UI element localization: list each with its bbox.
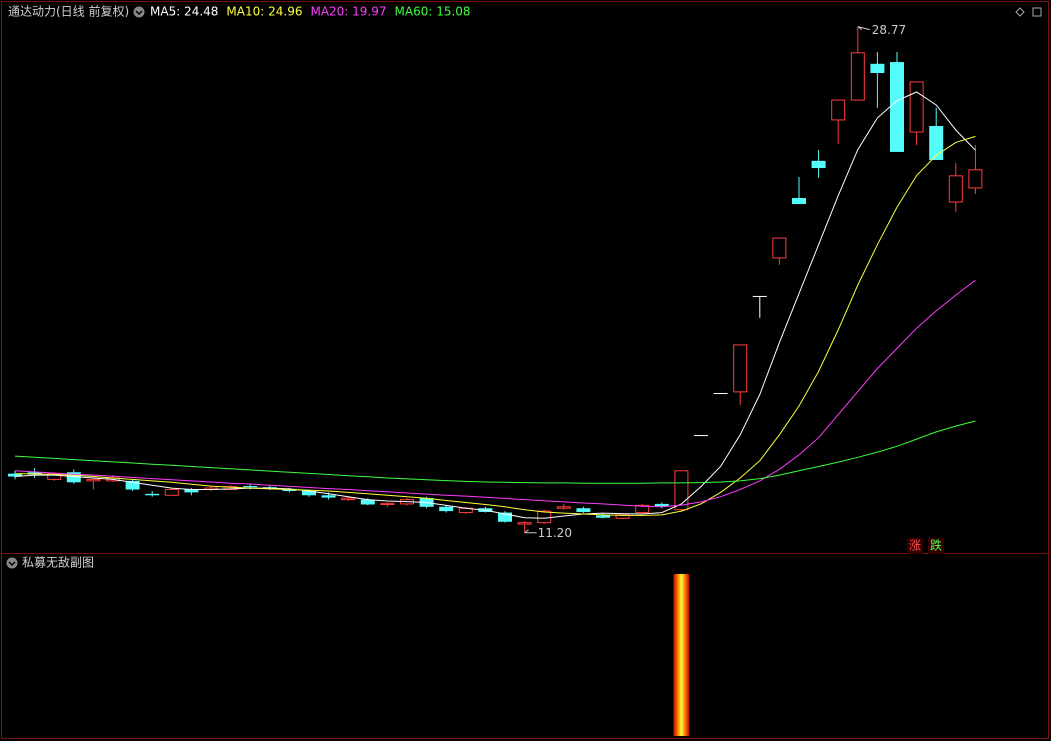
ma-line [15, 135, 976, 516]
toggle-label: 涨 [909, 538, 921, 553]
toggle-button[interactable] [928, 538, 944, 554]
menu-chevron [135, 10, 143, 16]
candle-body [86, 478, 101, 482]
signal-bar [673, 574, 690, 736]
candle-body [909, 81, 924, 133]
candle-body [694, 435, 708, 437]
ma-line [14, 420, 976, 484]
sub-menu-chevron [8, 561, 16, 567]
legend-entry: MA5: 24.48 [150, 5, 218, 19]
candle-body [125, 480, 140, 490]
menu-icon[interactable] [133, 6, 145, 18]
candle-body [380, 502, 395, 505]
candle-body [772, 237, 787, 259]
candle-body [66, 472, 81, 483]
candle-body [948, 175, 963, 203]
candle-body [145, 493, 160, 496]
max-arrow [857, 26, 870, 31]
candle-body [654, 503, 669, 507]
candle-body [439, 506, 454, 512]
min-arrow [524, 529, 537, 534]
candle-body [850, 52, 865, 101]
max-label: 28.77 [872, 23, 906, 37]
toggle-button[interactable] [907, 538, 923, 554]
candle-body [929, 126, 944, 160]
candle-body [556, 506, 571, 509]
candle-body [792, 198, 806, 205]
candle-body [517, 522, 532, 525]
candle-body [8, 473, 22, 477]
legend-entry: MA60: 15.08 [395, 5, 471, 19]
legend-entry: MA20: 19.97 [310, 5, 386, 19]
candle-body [47, 473, 62, 480]
candle-body [223, 486, 238, 491]
sub-menu-icon[interactable] [6, 557, 18, 569]
candle-body [968, 169, 983, 189]
diamond-icon[interactable] [1015, 7, 1025, 17]
candle-body [164, 489, 179, 496]
candle-body [184, 489, 199, 493]
candle-body [615, 514, 630, 519]
candle-body [733, 344, 748, 393]
ma-line [14, 91, 976, 519]
sub-chart-title: 私募无敌副图 [22, 555, 94, 570]
candle-body [321, 495, 336, 498]
candle-body [635, 504, 650, 514]
candle-body [341, 497, 356, 501]
min-label: 11.20 [538, 526, 572, 540]
candle-body [596, 515, 610, 518]
candle-body [302, 490, 316, 496]
candle-body [576, 508, 591, 512]
candle-body [498, 512, 512, 522]
candle-body [752, 295, 767, 297]
chart-title: 通达动力(日线 前复权) [8, 4, 129, 19]
candle-body [537, 510, 552, 524]
candle-body [831, 99, 846, 121]
window-icon[interactable] [1032, 7, 1042, 17]
candle-body [811, 160, 826, 169]
candle-body [870, 63, 885, 73]
ma-line [14, 279, 976, 508]
candle-body [890, 62, 904, 152]
candle-body [674, 470, 689, 511]
candle-body [360, 499, 375, 505]
toggle-label: 跌 [930, 538, 942, 553]
candle-body [243, 486, 258, 488]
legend-entry: MA10: 24.96 [226, 5, 302, 19]
candle-body [713, 393, 728, 395]
